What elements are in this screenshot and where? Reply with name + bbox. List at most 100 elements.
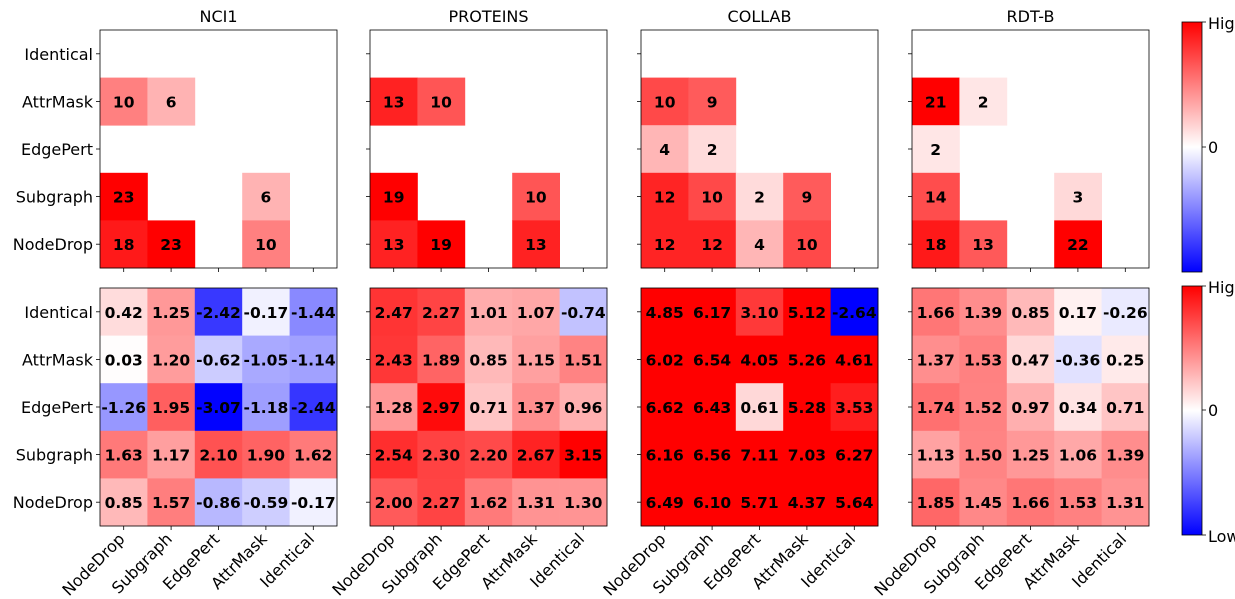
heatmap-cell [1006, 383, 1055, 432]
heatmap-cell [959, 430, 1008, 479]
heatmap-cell [242, 288, 290, 336]
heatmap-cell [1054, 172, 1102, 221]
heatmap-cell [735, 220, 784, 269]
cell-value-label: -1.18 [244, 399, 289, 417]
heatmap-cell [959, 220, 1008, 269]
y-tick-label: NodeDrop [13, 235, 93, 254]
cell-value-label: 12 [654, 236, 676, 254]
cell-value-label: 6.27 [835, 447, 873, 465]
heatmap-cell [688, 77, 737, 126]
heatmap-cell [417, 77, 466, 126]
heatmap-cell [1101, 335, 1150, 384]
cell-value-label: 0.97 [1011, 399, 1049, 417]
cell-value-label: 19 [430, 236, 452, 254]
heatmap-cell [830, 478, 879, 527]
cell-value-label: 1.39 [964, 304, 1002, 322]
cell-value-label: 1.15 [517, 351, 555, 369]
heatmap-cell [512, 383, 560, 432]
heatmap-cell [1054, 335, 1102, 384]
cell-value-label: 5.12 [788, 304, 826, 322]
heatmap-cell [783, 430, 831, 479]
colorbar-top-high-label: High [1208, 14, 1235, 33]
cell-value-label: -0.26 [1103, 304, 1148, 322]
heatmap-cell [912, 383, 960, 432]
colorbar-bottom-gradient [1181, 285, 1203, 536]
heatmap-cell [289, 335, 338, 384]
heatmap-cell [783, 220, 831, 269]
cell-value-label: 1.50 [964, 447, 1002, 465]
heatmap-panel-top-1: 10 6 23 6 18 23 10 NCI1 Identical AttrMask EdgePer… [13, 7, 338, 272]
heatmap-cell [688, 478, 737, 527]
cell-value-label: 1.13 [917, 447, 955, 465]
heatmap-cell [1101, 478, 1150, 527]
heatmap-cell [959, 288, 1008, 336]
cell-value-label: 3.15 [564, 447, 602, 465]
cell-value-label: 0.71 [469, 399, 507, 417]
heatmap-cell [688, 335, 737, 384]
cell-value-label: 2 [707, 141, 718, 159]
heatmap-cell [464, 430, 513, 479]
heatmap-cell [370, 478, 418, 527]
heatmap-cell [289, 430, 338, 479]
heatmap-cell [512, 430, 560, 479]
cell-value-label: 6.56 [693, 447, 731, 465]
cell-value-label: -0.17 [244, 304, 289, 322]
heatmap-panel-top-2: 13 10 19 10 13 19 13 PROTEINS [366, 7, 608, 272]
cell-value-label: 1.45 [964, 494, 1002, 512]
heatmap-cell [512, 220, 560, 269]
heatmap-cell [912, 478, 960, 527]
cell-value-label: 1.52 [964, 399, 1002, 417]
heatmap-cell [289, 478, 338, 527]
colorbar-bottom: High 0 Low [1181, 278, 1235, 546]
heatmap-cell [417, 335, 466, 384]
cell-value-label: 18 [113, 236, 135, 254]
heatmap-cell [370, 383, 418, 432]
cell-value-label: 1.31 [517, 494, 555, 512]
y-tick-label: Subgraph [16, 446, 93, 465]
cell-value-label: 3.53 [835, 399, 873, 417]
cell-value-label: 2.20 [469, 447, 507, 465]
cell-value-label: 0.25 [1106, 351, 1144, 369]
heatmap-cell [559, 478, 608, 527]
cell-value-label: 6.10 [693, 494, 731, 512]
heatmap-cell [912, 77, 960, 126]
heatmap-cell [912, 335, 960, 384]
cell-value-label: 13 [525, 236, 547, 254]
heatmap-cell [641, 430, 689, 479]
panel-title: RDT-B [1007, 7, 1055, 26]
heatmap-cell [194, 383, 243, 432]
cell-value-label: 4 [754, 236, 765, 254]
heatmap-cell [959, 335, 1008, 384]
heatmap-cell [912, 172, 960, 221]
cell-value-label: 0.61 [740, 399, 778, 417]
cell-value-label: 6.17 [693, 304, 731, 322]
cell-value-label: 0.42 [105, 304, 143, 322]
panel-title: NCI1 [199, 7, 237, 26]
heatmap-panel-bottom-4: 1.66 1.39 0.85 0.17 -0.26 1.37 1.53 0.47 -0.36 0.… [870, 287, 1150, 599]
cell-value-label: 4.61 [835, 351, 873, 369]
heatmap-cell [735, 288, 784, 336]
cell-value-label: -1.44 [291, 304, 336, 322]
heatmap-cell [735, 383, 784, 432]
cell-value-label: 1.66 [917, 304, 955, 322]
heatmap-cell [783, 335, 831, 384]
heatmap-cell [100, 220, 148, 269]
heatmap-cell [1101, 430, 1150, 479]
y-tick-label: Identical [24, 45, 93, 64]
heatmap-cell [783, 478, 831, 527]
panel-title: COLLAB [728, 7, 792, 26]
heatmap-cell [783, 172, 831, 221]
cell-value-label: 1.62 [294, 447, 332, 465]
heatmap-cell [147, 77, 196, 126]
cell-value-label: 6.16 [646, 447, 684, 465]
heatmap-cell [100, 172, 148, 221]
heatmap-cell [688, 430, 737, 479]
cell-value-label: 1.28 [375, 399, 413, 417]
cell-value-label: 1.89 [422, 351, 460, 369]
heatmap-cell [830, 288, 879, 336]
cell-value-label: 1.63 [105, 447, 143, 465]
heatmap-cell [417, 478, 466, 527]
heatmap-cell [464, 288, 513, 336]
heatmap-cell [688, 288, 737, 336]
heatmap-cell [641, 335, 689, 384]
